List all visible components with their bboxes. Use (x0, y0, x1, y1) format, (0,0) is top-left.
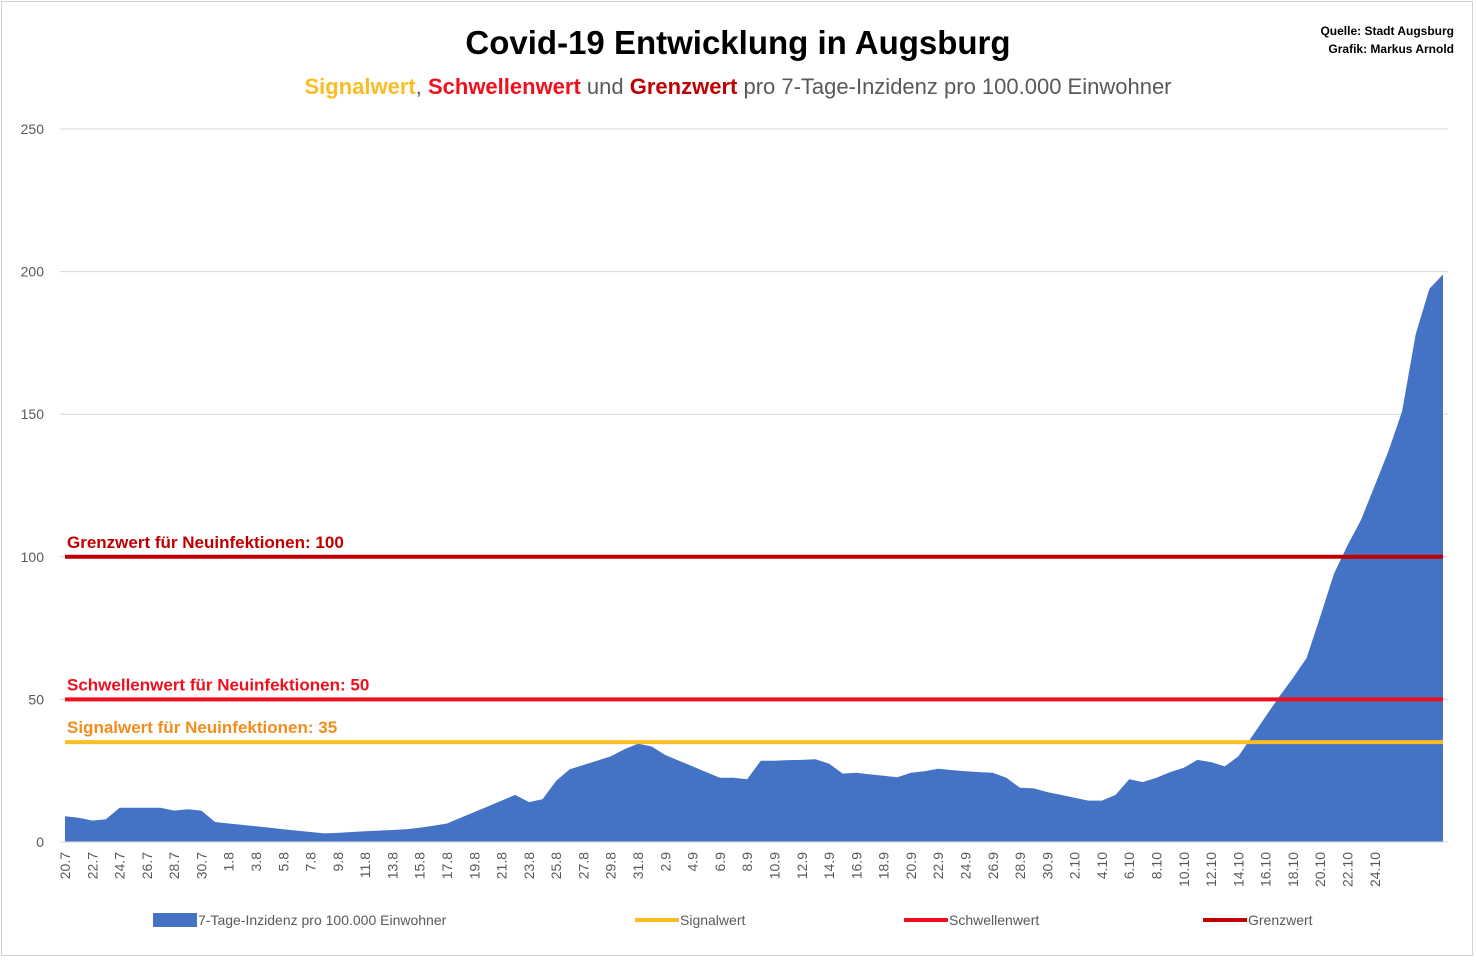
x-tick-label: 28.9 (1012, 852, 1028, 879)
y-axis-ticks: 0 50 100 150 200 250 (21, 121, 45, 850)
x-tick-label: 18.9 (876, 852, 892, 879)
y-tick-label: 200 (21, 264, 45, 280)
legend-label: 7-Tage-Inzidenz pro 100.000 Einwohner (198, 912, 447, 928)
x-tick-label: 19.8 (466, 852, 482, 879)
x-tick-label: 8.9 (739, 852, 755, 872)
x-tick-label: 10.10 (1176, 852, 1192, 887)
y-tick-label: 100 (21, 549, 45, 565)
legend-label: Schwellenwert (949, 912, 1039, 928)
legend-swatch-area (153, 913, 197, 927)
x-tick-label: 24.7 (112, 852, 128, 879)
source-line: Quelle: Stadt Augsburg (1320, 24, 1454, 38)
x-tick-label: 22.9 (930, 852, 946, 879)
grenzwert-label: Grenzwert für Neuinfektionen: 100 (67, 533, 344, 552)
incidence-area (65, 274, 1443, 842)
subtitle-separator-1: , (415, 74, 428, 99)
y-tick-label: 150 (21, 406, 45, 422)
x-tick-label: 2.9 (657, 852, 673, 872)
x-tick-label: 18.10 (1285, 852, 1301, 887)
x-tick-label: 6.10 (1121, 852, 1137, 879)
schwellenwert-label: Schwellenwert für Neuinfektionen: 50 (67, 675, 369, 694)
y-tick-label: 50 (28, 691, 44, 707)
x-tick-label: 27.8 (575, 852, 591, 879)
author-line: Grafik: Markus Arnold (1328, 42, 1454, 56)
legend-label: Signalwert (680, 912, 745, 928)
x-tick-label: 5.8 (275, 852, 291, 872)
x-tick-label: 31.8 (630, 852, 646, 879)
x-tick-label: 22.10 (1339, 852, 1355, 887)
y-tick-label: 250 (21, 121, 45, 137)
signalwert-label: Signalwert für Neuinfektionen: 35 (67, 718, 337, 737)
x-tick-label: 2.10 (1067, 852, 1083, 879)
x-tick-label: 23.8 (521, 852, 537, 879)
reference-lines: Signalwert für Neuinfektionen: 35 Schwell… (65, 533, 1443, 745)
x-tick-label: 30.7 (193, 852, 209, 879)
x-tick-label: 20.10 (1312, 852, 1328, 887)
x-axis-ticks: 20.7 22.7 24.7 26.7 28.7 30.7 1.8 3.8 5.8 7.8 9.8 1… (57, 852, 1383, 887)
x-tick-label: 24.9 (957, 852, 973, 879)
grid-lines (60, 128, 1448, 700)
subtitle-rest: pro 7-Tage-Inzidenz pro 100.000 Einwohne… (737, 74, 1172, 99)
x-tick-label: 25.8 (548, 852, 564, 879)
x-tick-label: 6.9 (712, 852, 728, 872)
x-tick-label: 20.9 (903, 852, 919, 879)
x-tick-label: 1.8 (221, 852, 237, 872)
x-tick-label: 4.9 (685, 852, 701, 872)
x-tick-label: 14.10 (1230, 852, 1246, 887)
subtitle-grenzwert: Grenzwert (629, 74, 738, 99)
x-tick-label: 12.10 (1203, 852, 1219, 887)
legend: 7-Tage-Inzidenz pro 100.000 Einwohner Sig… (153, 912, 1313, 928)
x-tick-label: 10.9 (766, 852, 782, 879)
subtitle-schwellenwert: Schwellenwert (427, 74, 581, 99)
x-tick-label: 12.9 (794, 852, 810, 879)
subtitle-separator-2: und (580, 74, 630, 99)
y-tick-label: 0 (36, 834, 44, 850)
chart-title: Covid-19 Entwicklung in Augsburg (465, 24, 1011, 61)
x-tick-label: 26.9 (985, 852, 1001, 879)
x-tick-label: 3.8 (248, 852, 264, 872)
x-tick-label: 11.8 (357, 852, 373, 878)
x-tick-label: 4.10 (1094, 852, 1110, 879)
legend-label: Grenzwert (1248, 912, 1313, 928)
x-tick-label: 22.7 (84, 852, 100, 879)
x-tick-label: 8.10 (1148, 852, 1164, 879)
subtitle-signalwert: Signalwert (304, 74, 416, 99)
x-tick-label: 29.8 (603, 852, 619, 879)
x-tick-label: 14.9 (821, 852, 837, 879)
chart-subtitle: Signalwert, Schwellenwert und Grenzwert … (0, 74, 1476, 100)
x-tick-label: 24.10 (1367, 852, 1383, 887)
x-tick-label: 13.8 (384, 852, 400, 879)
x-tick-label: 28.7 (166, 852, 182, 879)
x-tick-label: 7.8 (303, 852, 319, 872)
x-tick-label: 16.9 (848, 852, 864, 879)
source-note: Quelle: Stadt Augsburg Grafik: Markus Ar… (1320, 22, 1454, 58)
x-tick-label: 20.7 (57, 852, 73, 879)
x-tick-label: 30.9 (1039, 852, 1055, 879)
x-tick-label: 17.8 (439, 852, 455, 879)
x-tick-label: 26.7 (139, 852, 155, 879)
x-tick-label: 16.10 (1258, 852, 1274, 887)
x-tick-label: 9.8 (330, 852, 346, 872)
x-tick-label: 21.8 (494, 852, 510, 879)
x-tick-label: 15.8 (412, 852, 428, 879)
